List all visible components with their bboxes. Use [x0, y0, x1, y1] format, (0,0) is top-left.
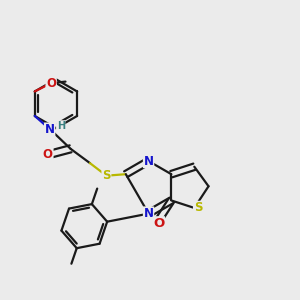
Text: O: O	[153, 217, 164, 230]
Text: O: O	[46, 76, 56, 90]
Text: N: N	[144, 154, 154, 167]
Text: S: S	[194, 201, 202, 214]
Text: N: N	[144, 207, 154, 220]
Text: H: H	[57, 121, 65, 131]
Text: O: O	[43, 148, 53, 161]
Text: S: S	[102, 169, 111, 182]
Text: N: N	[45, 123, 55, 136]
